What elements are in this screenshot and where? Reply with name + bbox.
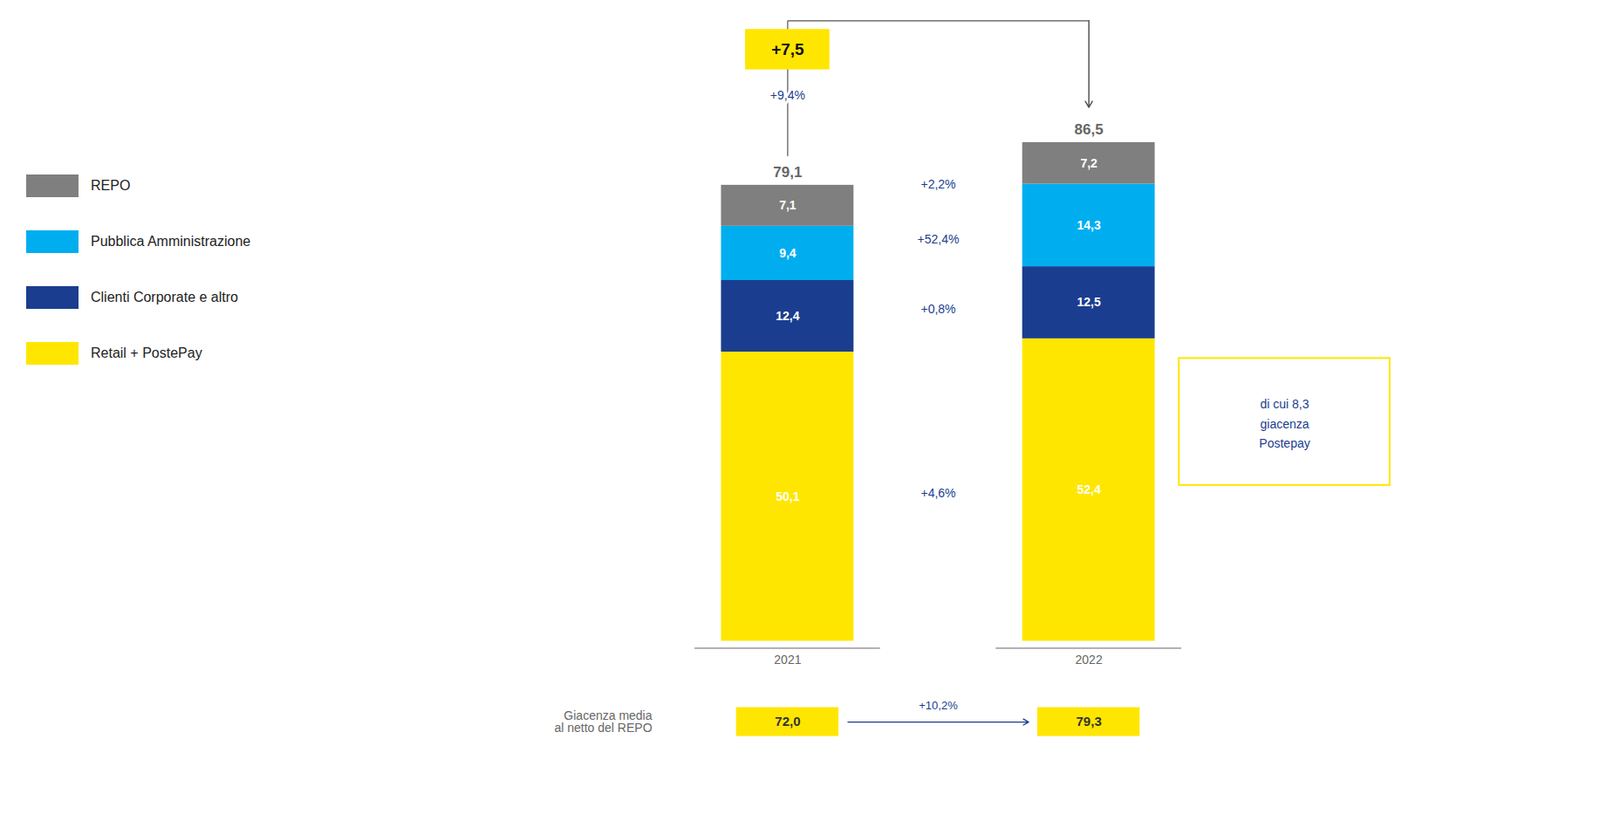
html-text:Pubblica Amministrazione: Pubblica Amministrazione [90,233,251,249]
svg-text:79,1: 79,1 [772,164,802,181]
svg-text:12,4: 12,4 [775,308,800,323]
svg-text:di cui 8,3giacenzaPostepay: di cui 8,3giacenzaPostepay [1258,396,1310,451]
svg-text:79,3: 79,3 [1076,713,1102,729]
html-text:Clienti Corporate e altro: Clienti Corporate e altro [90,289,239,305]
svg-text:14,3: 14,3 [1076,218,1101,233]
svg-text:+7,5: +7,5 [771,40,805,59]
svg-text:+0,8%: +0,8% [920,301,956,316]
svg-text:+10,2%: +10,2% [918,698,958,712]
svg-text:+52,4%: +52,4% [917,232,960,247]
svg-text:+9,4%: +9,4% [770,88,806,103]
svg-text:7,1: 7,1 [779,198,797,212]
svg-text:Giacenza mediaal netto del REP: Giacenza mediaal netto del REPO [553,708,652,735]
svg-text:7,2: 7,2 [1080,156,1098,171]
svg-text:72,0: 72,0 [774,713,800,729]
svg-text:50,1: 50,1 [775,489,800,504]
svg-text:2022: 2022 [1075,652,1103,667]
svg-text:+4,6%: +4,6% [920,485,956,500]
svg-text:12,5: 12,5 [1076,294,1101,309]
svg-text:2021: 2021 [773,652,801,667]
svg-text:9,4: 9,4 [779,246,797,260]
svg-text:+2,2%: +2,2% [920,177,956,192]
html-text:Retail + PostePay: Retail + PostePay [90,345,203,361]
svg-text:52,4: 52,4 [1076,482,1101,497]
svg-text:86,5: 86,5 [1074,121,1104,138]
html-text:REPO: REPO [90,177,131,193]
